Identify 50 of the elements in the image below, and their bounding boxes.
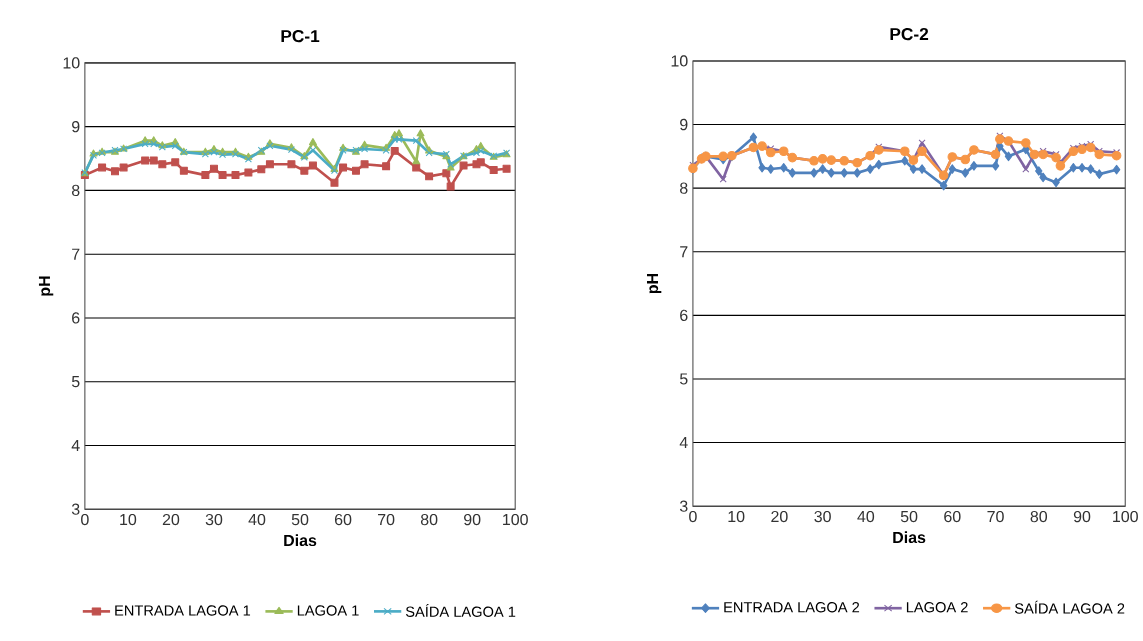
y-tick-label: 3	[71, 503, 80, 515]
x-tick-label: 70	[987, 510, 1004, 523]
x-tick-label: 40	[857, 510, 875, 523]
y-tick-label: 6	[72, 312, 80, 324]
x-tick-label: 0	[81, 513, 89, 526]
x-tick-label: 60	[335, 513, 352, 526]
x-tick-label: 30	[814, 510, 831, 523]
legend-label: ENTRADA LAGOA 1	[115, 605, 251, 616]
y-tick-label: 5	[71, 376, 80, 388]
y-tick-label: 5	[679, 373, 688, 385]
x-tick-label: 50	[291, 513, 309, 526]
y-tick-label: 7	[680, 246, 688, 258]
y-tick-label: 8	[71, 184, 80, 197]
x-tick-label: 40	[248, 513, 266, 526]
x-tick-label: 50	[900, 510, 918, 523]
y-tick-label: 10	[63, 57, 80, 69]
chart-title: PC-2	[890, 27, 929, 41]
x-tick-label: 90	[1073, 510, 1091, 523]
x-tick-label: 70	[378, 513, 395, 526]
legend-label: ENTRADA LAGOA 2	[724, 602, 860, 613]
y-tick-label: 10	[671, 55, 688, 67]
x-tick-label: 90	[464, 513, 481, 526]
y-tick-label: 3	[679, 500, 688, 512]
x-tick-label: 60	[944, 510, 961, 523]
legend-label: LAGOA 1	[297, 605, 359, 616]
x-tick-label: 30	[205, 513, 223, 526]
x-tick-label: 0	[689, 510, 697, 523]
y-tick-label: 4	[71, 439, 80, 451]
chart-title: PC-1	[281, 29, 320, 43]
x-tick-label: 10	[120, 513, 137, 526]
y-tick-label: 9	[680, 118, 688, 131]
y-axis-title: pH	[38, 276, 54, 296]
y-axis-title: pH	[647, 273, 662, 294]
x-axis-title: Dias	[284, 534, 317, 547]
x-tick-label: 20	[771, 510, 788, 523]
x-tick-label: 10	[728, 510, 745, 523]
x-tick-label: 80	[420, 513, 438, 526]
legend-label: SAÍDA LAGOA 1	[405, 604, 516, 617]
y-tick-label: 8	[680, 182, 688, 194]
y-tick-label: 9	[72, 121, 80, 133]
legend-label: SAÍDA LAGOA 2	[1014, 600, 1125, 614]
y-tick-label: 7	[72, 248, 80, 260]
x-tick-label: 100	[1113, 510, 1138, 523]
y-tick-label: 4	[679, 437, 688, 449]
x-axis-title: Dias	[893, 531, 926, 544]
legend-label: LAGOA 2	[906, 602, 968, 613]
y-tick-label: 6	[680, 309, 688, 321]
x-tick-label: 20	[162, 513, 180, 526]
x-tick-label: 100	[503, 513, 528, 526]
x-tick-label: 80	[1030, 510, 1048, 523]
